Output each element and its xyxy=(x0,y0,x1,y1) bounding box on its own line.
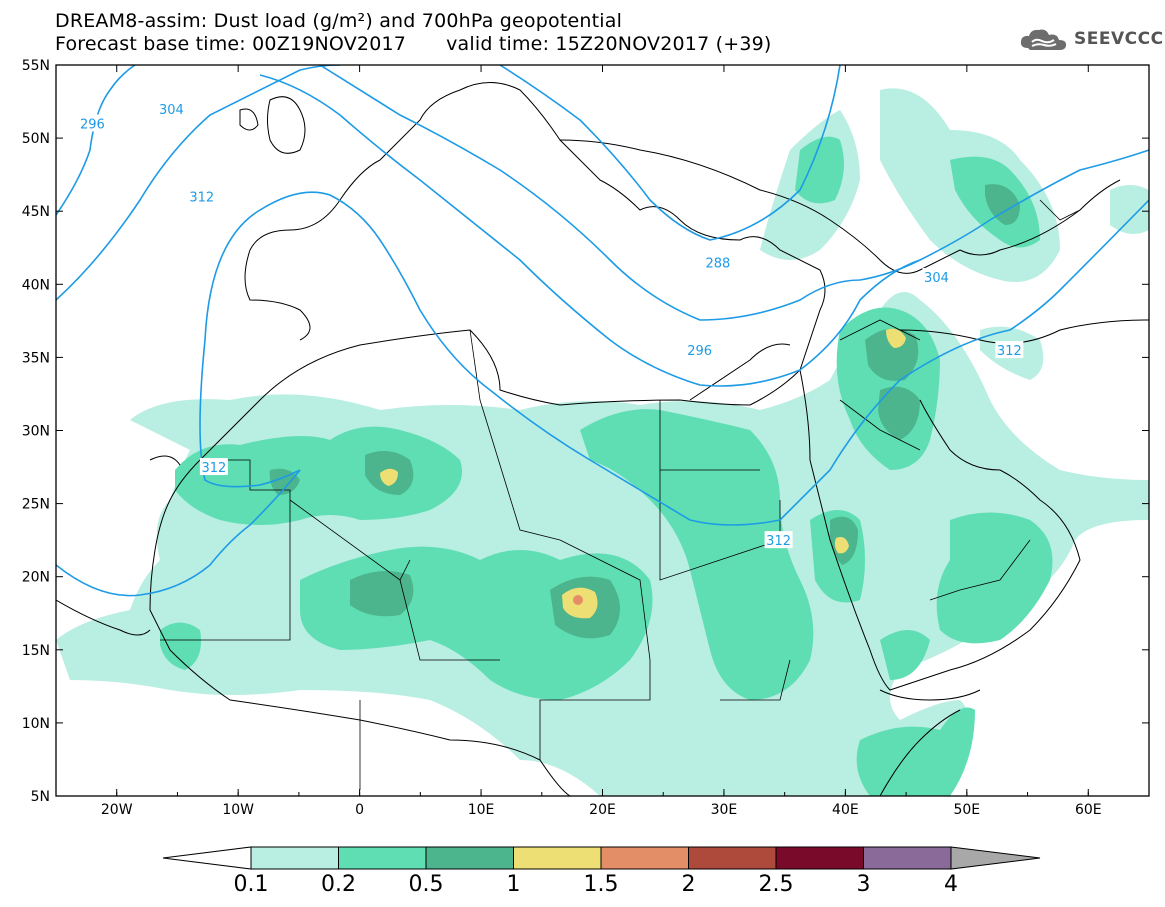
contour-label-bg xyxy=(685,341,714,359)
lon-tick-label: 0 xyxy=(355,802,364,818)
colorbar-label: 2 xyxy=(682,872,696,897)
base-time: Forecast base time: 00Z19NOV2017 xyxy=(55,33,407,55)
colorbar-cell xyxy=(688,846,777,870)
colorbar-high-triangle xyxy=(950,846,1041,870)
colorbar-label: 0.5 xyxy=(409,872,444,897)
contour-label-bg xyxy=(764,531,793,549)
colorbar-cell xyxy=(513,846,602,870)
lon-tick-label: 20W xyxy=(101,802,133,818)
contour-label: 304 xyxy=(924,271,949,286)
contour-label-bg xyxy=(995,341,1024,359)
chart-title: DREAM8-assim: Dust load (g/m²) and 700hP… xyxy=(55,10,623,32)
longitude-axis: 20W 10W 0 10E 20E 30E 40E 50E 60E xyxy=(55,65,1150,818)
lat-tick-label: 50N xyxy=(22,131,50,147)
lat-tick-label: 30N xyxy=(22,424,50,440)
colorbar-cell xyxy=(775,846,864,870)
colorbar-label: 1.5 xyxy=(584,872,619,897)
colorbar-label: 1 xyxy=(507,872,521,897)
colorbar-low-triangle xyxy=(162,846,252,870)
colorbar-cell xyxy=(600,846,689,870)
lon-tick-label: 40E xyxy=(832,802,859,818)
colorbar-cell xyxy=(863,846,952,870)
lon-tick-label: 50E xyxy=(953,802,980,818)
contour-label: 288 xyxy=(705,256,730,271)
contour-label: 296 xyxy=(80,117,105,132)
colorbar-label: 4 xyxy=(944,872,958,897)
lat-tick-label: 35N xyxy=(22,350,50,366)
lon-tick-label: 60E xyxy=(1075,802,1102,818)
contour-label: 312 xyxy=(189,191,214,206)
colorbar: 0.1 0.2 0.5 1 1.5 2 2.5 3 4 xyxy=(162,846,1041,897)
lat-tick-label: 20N xyxy=(22,570,50,586)
contour-label: 304 xyxy=(159,103,184,118)
colorbar-cell xyxy=(338,846,427,870)
lat-tick-label: 55N xyxy=(22,58,50,74)
contour-label-bg xyxy=(187,187,216,205)
colorbar-cells xyxy=(162,846,1041,870)
contour-label-bg xyxy=(703,253,732,271)
latitude-axis: 55N 50N 45N 40N 35N 30N 25N 20N 15N 10N 5N xyxy=(22,58,1149,805)
colorbar-cell xyxy=(425,846,514,870)
contour-labels: 296 304 312 288 296 304 312 312 312 xyxy=(78,99,1024,549)
contour-label: 312 xyxy=(766,534,791,549)
colorbar-labels: 0.1 0.2 0.5 1 1.5 2 2.5 3 4 xyxy=(234,872,959,897)
dust-map: 296 304 312 288 296 304 312 312 312 55N 50N 45N 40N… xyxy=(22,58,1150,818)
lat-tick-label: 15N xyxy=(22,643,50,659)
lat-tick-label: 25N xyxy=(22,497,50,513)
seevccc-logo: SEEVCCC xyxy=(1018,26,1164,52)
forecast-times: Forecast base time: 00Z19NOV2017 valid ti… xyxy=(55,33,772,55)
lon-tick-label: 10E xyxy=(468,802,495,818)
colorbar-label: 3 xyxy=(857,872,871,897)
contour-label: 312 xyxy=(201,461,226,476)
valid-time: valid time: 15Z20NOV2017 (+39) xyxy=(446,33,772,55)
geopotential-contours xyxy=(56,65,1149,597)
colorbar-cell xyxy=(250,846,339,870)
contour-label-bg xyxy=(199,458,228,476)
lat-tick-label: 45N xyxy=(22,204,50,220)
colorbar-label: 0.1 xyxy=(234,872,269,897)
lon-tick-label: 20E xyxy=(589,802,616,818)
lat-tick-label: 40N xyxy=(22,277,50,293)
contour-label: 296 xyxy=(687,344,712,359)
lat-tick-label: 10N xyxy=(22,716,50,732)
colorbar-label: 0.2 xyxy=(321,872,356,897)
lon-tick-label: 10W xyxy=(222,802,254,818)
dust-level-1-5 xyxy=(573,595,583,605)
contour-label-bg xyxy=(157,99,186,117)
contour-label: 312 xyxy=(997,344,1022,359)
lat-tick-label: 5N xyxy=(31,789,50,805)
cloud-icon xyxy=(1020,29,1067,50)
colorbar-label: 2.5 xyxy=(759,872,794,897)
contour-label-bg xyxy=(922,267,951,285)
lon-tick-label: 30E xyxy=(711,802,738,818)
contour-label-bg xyxy=(78,114,107,132)
logo-text: SEEVCCC xyxy=(1074,29,1164,49)
